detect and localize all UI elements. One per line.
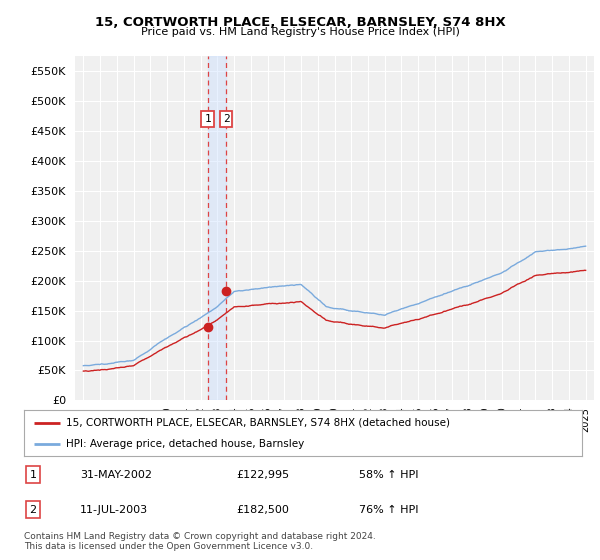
Text: 31-MAY-2002: 31-MAY-2002	[80, 470, 152, 479]
Text: 2: 2	[223, 114, 230, 124]
Text: 2: 2	[29, 505, 37, 515]
Text: 1: 1	[29, 470, 37, 479]
Text: Price paid vs. HM Land Registry's House Price Index (HPI): Price paid vs. HM Land Registry's House …	[140, 27, 460, 37]
Text: 58% ↑ HPI: 58% ↑ HPI	[359, 470, 418, 479]
Text: Contains HM Land Registry data © Crown copyright and database right 2024.
This d: Contains HM Land Registry data © Crown c…	[24, 532, 376, 552]
Bar	[208, 56, 226, 400]
Text: 1: 1	[204, 114, 211, 124]
Text: 11-JUL-2003: 11-JUL-2003	[80, 505, 148, 515]
Text: 15, CORTWORTH PLACE, ELSECAR, BARNSLEY, S74 8HX (detached house): 15, CORTWORTH PLACE, ELSECAR, BARNSLEY, …	[66, 418, 450, 428]
Text: £182,500: £182,500	[236, 505, 289, 515]
Text: 15, CORTWORTH PLACE, ELSECAR, BARNSLEY, S74 8HX: 15, CORTWORTH PLACE, ELSECAR, BARNSLEY, …	[95, 16, 505, 29]
Text: £122,995: £122,995	[236, 470, 289, 479]
Text: 76% ↑ HPI: 76% ↑ HPI	[359, 505, 418, 515]
Text: HPI: Average price, detached house, Barnsley: HPI: Average price, detached house, Barn…	[66, 439, 304, 449]
